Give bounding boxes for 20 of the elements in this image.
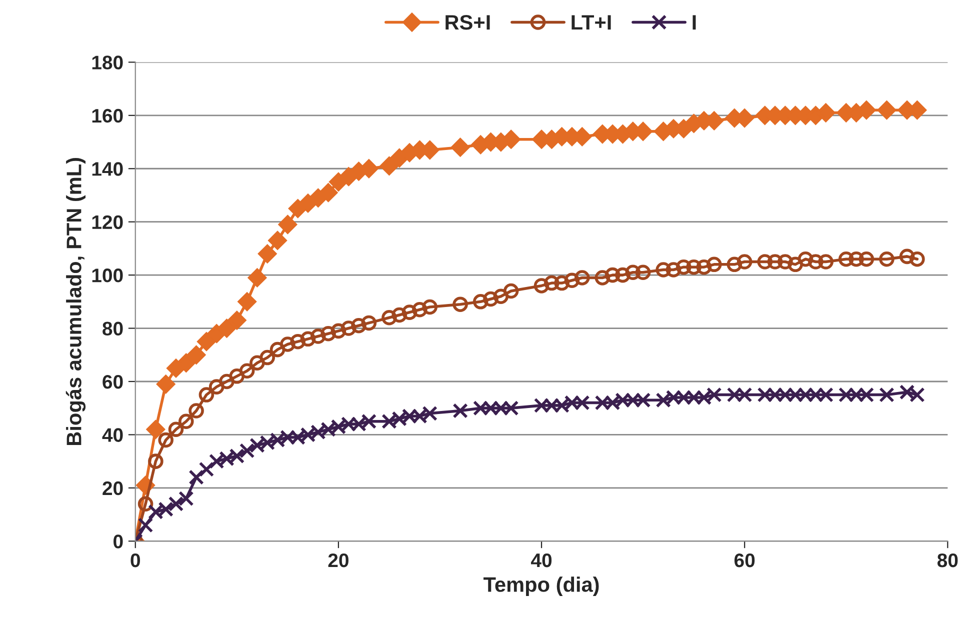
y-tick-label: 140 — [92, 162, 123, 176]
y-tick-label: 160 — [92, 108, 123, 123]
x-tick-label: 60 — [734, 553, 755, 568]
y-tick-label: 100 — [92, 268, 123, 282]
y-tick-label: 120 — [92, 215, 123, 230]
legend-label: RS+I — [446, 15, 490, 30]
x-tick-label: 0 — [130, 553, 140, 568]
x-tick-label: 20 — [328, 553, 348, 568]
x-tick-label: 40 — [531, 553, 552, 568]
y-axis-title: Biogás acumulado, PTN (mL) — [66, 158, 86, 445]
y-tick-label: 0 — [114, 534, 123, 548]
y-tick-label: 40 — [102, 428, 123, 442]
y-tick-label: 60 — [102, 374, 123, 389]
y-tick-label: 80 — [102, 322, 123, 336]
y-tick-label: 180 — [92, 56, 123, 70]
x-tick-label: 80 — [937, 553, 958, 568]
y-tick-label: 20 — [102, 481, 123, 496]
legend-label: LT+I — [572, 15, 611, 30]
legend-label: I — [692, 15, 696, 30]
x-axis-title: Tempo (dia) — [484, 576, 599, 596]
